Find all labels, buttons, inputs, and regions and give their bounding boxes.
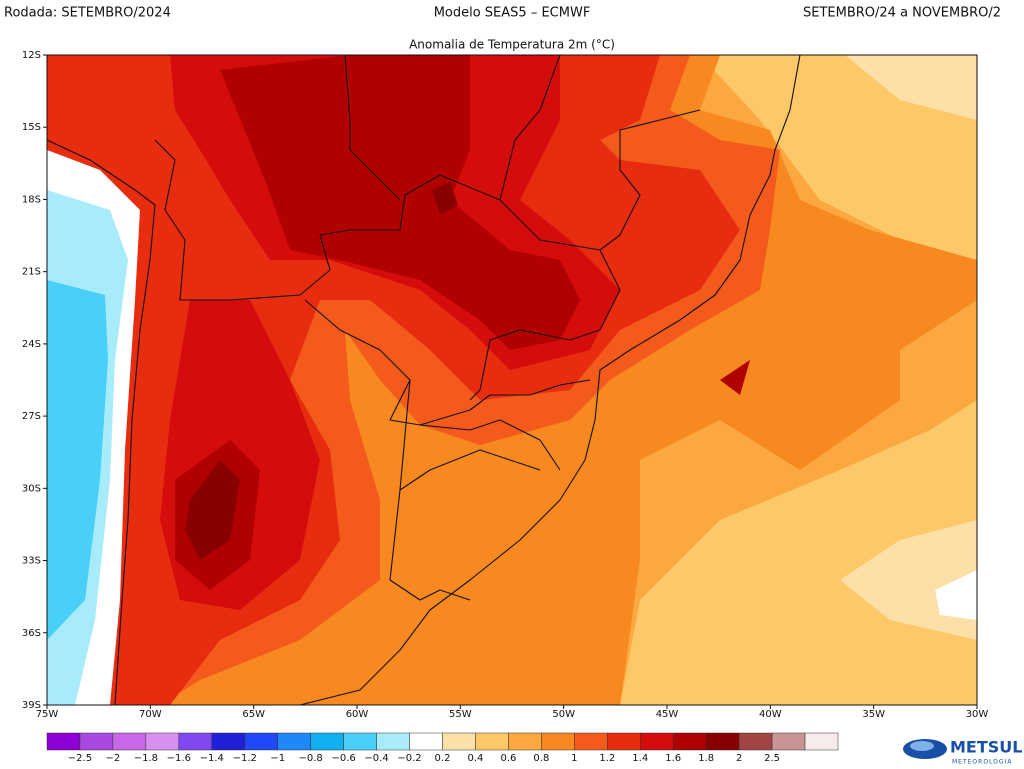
- colorbar: −2.5 −2 −1.8 −1.6 −1.4 −1.2 −1 −0.8 −0.6 −0.4 −0.2…: [46, 732, 839, 764]
- colorbar-label: −1.2: [233, 753, 257, 764]
- logo-subtext: METEOROLOGIA: [952, 759, 1012, 766]
- colorbar-swatch: [409, 732, 443, 751]
- colorbar-label: −1: [270, 753, 285, 764]
- lat-label: 24S: [22, 339, 41, 350]
- colorbar-label: 0.2: [435, 753, 451, 764]
- colorbar-label: −0.6: [331, 753, 355, 764]
- colorbar-swatch: [574, 732, 608, 751]
- lon-label: 55W: [449, 709, 472, 720]
- lat-label: 21S: [22, 267, 41, 278]
- colorbar-swatch: [310, 732, 344, 751]
- colorbar-label: 0.8: [533, 753, 549, 764]
- colorbar-label: −0.2: [397, 753, 421, 764]
- lat-label: 15S: [22, 122, 41, 133]
- lon-label: 45W: [656, 709, 679, 720]
- lat-label: 12S: [22, 50, 41, 61]
- colorbar-label: 2.5: [764, 753, 780, 764]
- colorbar-swatch: [672, 732, 707, 751]
- lon-label: 70W: [139, 709, 162, 720]
- colorbar-label: 1.6: [665, 753, 681, 764]
- colorbar-swatch: [771, 732, 806, 751]
- run-label: Rodada: SETEMBRO/2024: [4, 6, 171, 21]
- lat-label: 39S: [22, 700, 41, 711]
- colorbar-swatch: [277, 732, 311, 751]
- lon-label: 60W: [346, 709, 369, 720]
- lon-label: 50W: [552, 709, 575, 720]
- lat-label: 36S: [22, 628, 41, 639]
- colorbar-label: −2: [106, 753, 121, 764]
- colorbar-label: 0.4: [468, 753, 484, 764]
- lat-label: 18S: [22, 194, 41, 205]
- colorbar-label: 2: [736, 753, 742, 764]
- anomaly-field: [47, 55, 977, 705]
- colorbar-swatch: [376, 732, 410, 751]
- colorbar-swatch: [738, 732, 773, 751]
- colorbar-swatch: [640, 732, 674, 751]
- colorbar-label: −2.5: [68, 753, 92, 764]
- colorbar-swatch: [705, 732, 740, 751]
- lat-label: 30S: [22, 483, 41, 494]
- model-label: Modelo SEAS5 – ECMWF: [434, 6, 591, 21]
- colorbar-label: −0.4: [364, 753, 388, 764]
- lat-label: 27S: [22, 411, 41, 422]
- colorbar-label: 1: [571, 753, 577, 764]
- coastline-east: [299, 55, 801, 705]
- colorbar-swatch: [112, 732, 147, 751]
- colorbar-label: −1.8: [134, 753, 158, 764]
- colorbar-label: −1.4: [200, 753, 224, 764]
- map-subtitle: Anomalia de Temperatura 2m (°C): [409, 38, 615, 52]
- borders-south: [304, 55, 621, 601]
- lon-label: 30W: [966, 709, 989, 720]
- colorbar-swatch: [343, 732, 377, 751]
- colorbar-swatch: [178, 732, 213, 751]
- lat-label: 33S: [22, 556, 41, 567]
- colorbar-swatch: [804, 732, 839, 751]
- colorbar-label: 1.4: [632, 753, 648, 764]
- lon-label: 65W: [242, 709, 265, 720]
- colorbar-swatch: [508, 732, 542, 751]
- colorbar-swatch: [607, 732, 641, 751]
- colorbar-swatch: [442, 732, 476, 751]
- lon-label: 35W: [862, 709, 885, 720]
- colorbar-swatch: [244, 732, 278, 751]
- colorbar-label: 1.2: [599, 753, 615, 764]
- colorbar-swatch: [211, 732, 246, 751]
- colorbar-swatch: [541, 732, 575, 751]
- lon-label: 40W: [759, 709, 782, 720]
- colorbar-label: −0.8: [299, 753, 323, 764]
- colorbar-swatch: [79, 732, 114, 751]
- colorbar-label: 0.6: [500, 753, 516, 764]
- borders-north: [154, 109, 701, 301]
- colorbar-label: −1.6: [167, 753, 191, 764]
- coastline-west: [47, 139, 156, 705]
- colorbar-label: 1.8: [698, 753, 714, 764]
- map-frame: [46, 54, 978, 706]
- logo-text: METSUL: [950, 738, 1022, 757]
- colorbar-swatch: [475, 732, 509, 751]
- period-label: SETEMBRO/24 a NOVEMBRO/2: [803, 6, 1001, 21]
- logo-highlight: [910, 741, 934, 751]
- colorbar-swatch: [46, 732, 81, 751]
- colorbar-swatch: [145, 732, 180, 751]
- lon-label: 75W: [36, 709, 59, 720]
- metsul-logo: METSUL METEOROLOGIA: [903, 738, 1022, 766]
